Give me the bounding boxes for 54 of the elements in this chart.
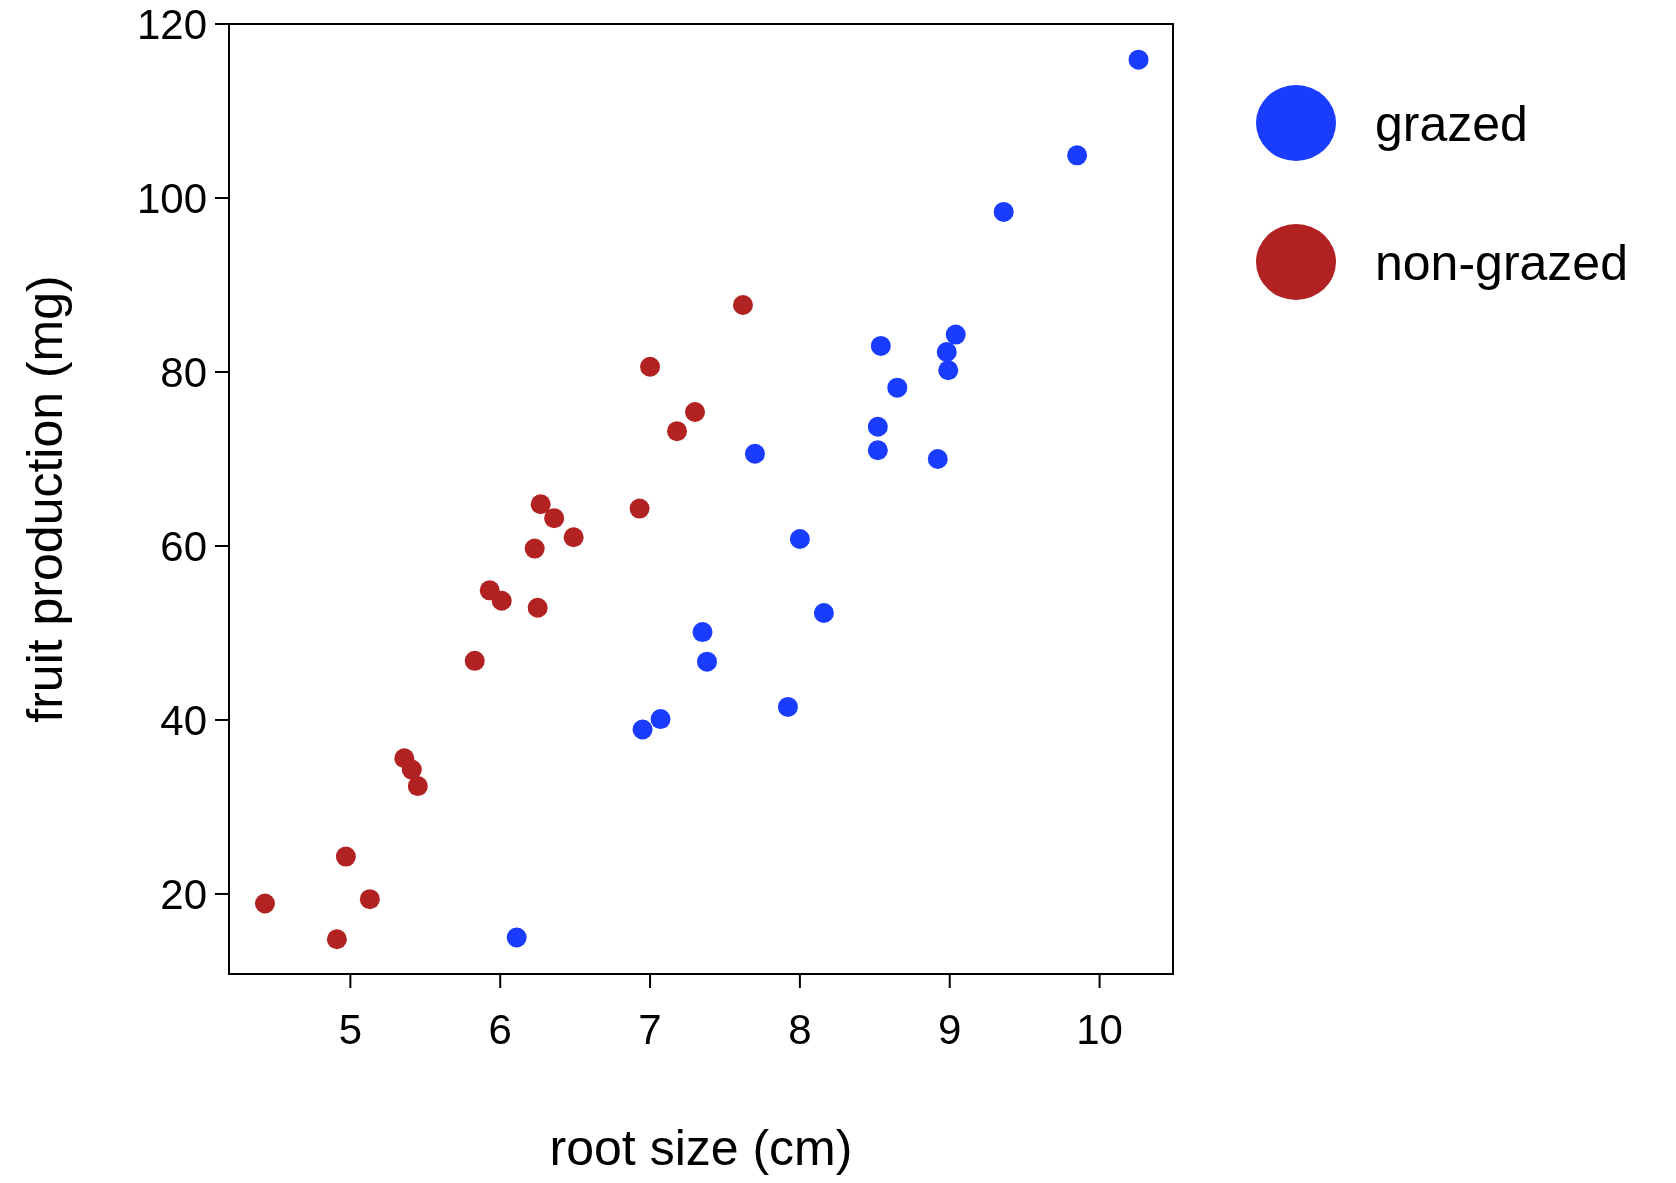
point [870,335,891,356]
x-tick-label: 7 [638,1006,662,1053]
point [777,696,798,717]
point [464,650,485,671]
x-tick-label: 9 [938,1006,962,1053]
point [667,421,688,442]
legend-label: grazed [1375,95,1528,152]
x-tick-label: 6 [488,1006,512,1053]
x-tick-label: 5 [338,1006,363,1053]
point [506,927,527,948]
point [527,597,548,618]
x-tick-label: 10 [1076,1006,1123,1053]
point [359,889,380,910]
point [936,341,957,362]
legend-label: non-grazed [1375,234,1628,291]
point [629,498,650,519]
y-tick-label: 100 [136,174,207,222]
point [335,846,356,867]
point [867,440,888,461]
point [632,719,653,740]
y-tick-label: 120 [136,0,207,48]
point [1067,145,1088,166]
point [491,590,512,611]
point [887,377,908,398]
point [813,602,834,623]
point [696,651,717,672]
point [789,529,810,550]
point [650,709,671,730]
point [1128,49,1149,70]
point [254,893,275,914]
point [640,356,661,377]
y-axis-title: fruit production (mg) [17,275,73,723]
y-tick-label: 40 [160,696,207,744]
point [744,443,765,464]
point [326,929,347,950]
point [530,494,551,515]
point [692,622,713,643]
point [945,324,966,345]
point [524,538,545,559]
y-tick-label: 20 [160,870,207,918]
x-tick-label: 8 [788,1006,812,1053]
point [867,416,888,437]
point [407,776,428,797]
x-axis-title: root size (cm) [549,1120,853,1176]
point [732,295,753,315]
point [563,527,584,548]
y-tick-label: 60 [160,522,207,570]
point [993,201,1014,222]
point [685,402,706,422]
point [544,508,565,529]
y-tick-label: 80 [160,348,207,396]
point [938,360,959,381]
point [401,759,422,780]
point [927,448,948,469]
